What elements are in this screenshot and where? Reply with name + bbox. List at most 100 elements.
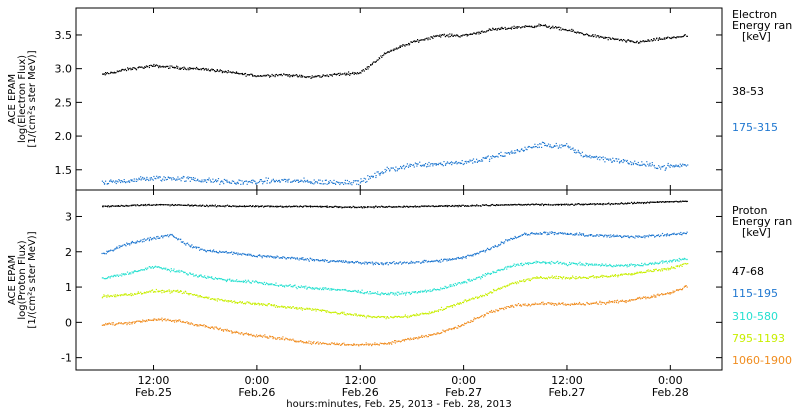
- data-point: [252, 280, 254, 282]
- data-point: [434, 260, 436, 262]
- data-point: [645, 202, 647, 204]
- data-point: [318, 343, 320, 345]
- data-point: [177, 66, 179, 68]
- data-point: [473, 161, 476, 163]
- data-point: [604, 161, 606, 163]
- data-point: [537, 25, 539, 27]
- data-point: [605, 203, 607, 205]
- data-point: [629, 273, 631, 275]
- data-point: [599, 203, 602, 205]
- data-point: [171, 320, 173, 322]
- data-point: [403, 205, 405, 208]
- data-point: [312, 308, 314, 310]
- data-point: [451, 33, 453, 35]
- data-point: [265, 177, 267, 179]
- data-point: [483, 204, 485, 206]
- data-point: [203, 69, 205, 71]
- data-point: [542, 261, 544, 263]
- data-point: [400, 206, 402, 208]
- data-point: [569, 29, 571, 31]
- data-point: [412, 314, 414, 316]
- data-point: [306, 76, 308, 78]
- data-point: [125, 245, 127, 247]
- data-point: [390, 50, 393, 52]
- data-point: [150, 291, 152, 293]
- data-point: [117, 247, 119, 249]
- data-point: [102, 206, 104, 208]
- data-point: [177, 204, 179, 206]
- data-point: [473, 319, 475, 321]
- data-point: [254, 180, 256, 182]
- data-point: [586, 263, 588, 265]
- data-point: [112, 250, 114, 252]
- data-point: [361, 289, 363, 291]
- data-point: [421, 291, 423, 293]
- data-point: [281, 338, 283, 340]
- data-point: [457, 327, 459, 329]
- data-point: [271, 305, 273, 307]
- data-point: [596, 234, 598, 236]
- data-point: [388, 342, 390, 344]
- data-point: [455, 161, 457, 163]
- data-point: [653, 263, 655, 265]
- data-point: [658, 295, 660, 297]
- data-point: [398, 293, 400, 295]
- data-point: [273, 74, 275, 77]
- data-point: [459, 162, 461, 164]
- data-point: [231, 301, 233, 304]
- data-point: [683, 286, 685, 288]
- data-point: [107, 182, 110, 185]
- data-point: [325, 287, 327, 289]
- data-point: [367, 175, 369, 177]
- data-point: [352, 72, 354, 74]
- data-point: [264, 304, 267, 306]
- data-point: [222, 329, 224, 331]
- data-point: [429, 163, 432, 165]
- data-point: [425, 205, 427, 207]
- data-point: [240, 183, 242, 185]
- data-point: [569, 304, 571, 306]
- data-point: [409, 292, 411, 294]
- data-point: [137, 204, 139, 206]
- data-point: [602, 203, 604, 205]
- data-point: [440, 36, 442, 38]
- data-point: [296, 306, 298, 309]
- data-point: [325, 75, 327, 77]
- data-point: [682, 287, 684, 290]
- data-point: [446, 162, 448, 164]
- data-point: [176, 179, 178, 181]
- data-point: [441, 163, 443, 166]
- data-point: [158, 65, 160, 68]
- data-point: [233, 280, 235, 282]
- data-point: [449, 33, 451, 35]
- data-point: [636, 202, 638, 204]
- data-point: [368, 293, 370, 295]
- data-point: [543, 231, 545, 233]
- data-point: [578, 301, 581, 304]
- data-point: [363, 293, 365, 295]
- data-point: [192, 178, 194, 180]
- data-point: [224, 205, 226, 207]
- data-point: [547, 26, 549, 28]
- data-point: [230, 182, 233, 184]
- data-point: [129, 244, 131, 246]
- data-point: [608, 302, 610, 304]
- data-point: [183, 176, 185, 178]
- data-point: [562, 28, 564, 30]
- data-point: [214, 71, 216, 73]
- data-point: [585, 33, 587, 36]
- data-point: [473, 298, 475, 300]
- data-point: [412, 338, 414, 340]
- data-point: [290, 205, 292, 208]
- data-point: [540, 233, 542, 235]
- data-point: [490, 247, 492, 249]
- data-point: [182, 177, 184, 179]
- data-point: [510, 238, 513, 240]
- data-point: [118, 245, 120, 247]
- data-point: [440, 309, 442, 311]
- data-point: [635, 264, 637, 267]
- data-point: [626, 300, 628, 302]
- data-point: [251, 74, 254, 76]
- data-point: [134, 180, 136, 182]
- data-point: [164, 268, 166, 270]
